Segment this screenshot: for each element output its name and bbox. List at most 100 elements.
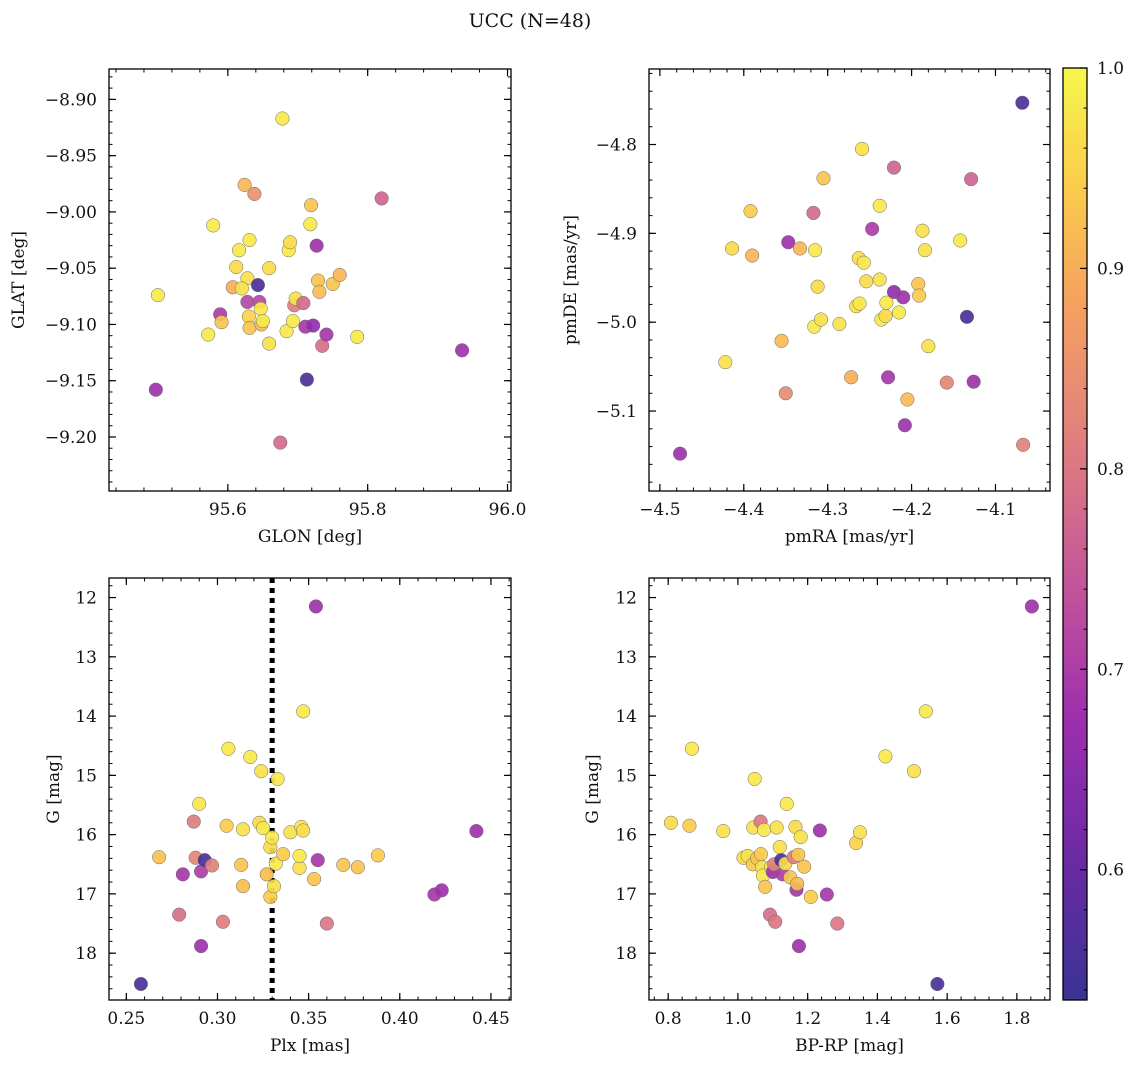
scatter-point: [832, 316, 847, 332]
scatter-point: [878, 749, 893, 764]
scatter-point: [469, 824, 484, 839]
colorbar-tick-label: 0.9: [1097, 259, 1124, 279]
scatter-point: [303, 198, 319, 213]
y-tick-label: 17: [75, 885, 97, 905]
scatter-point: [879, 295, 894, 310]
scatter-point: [912, 288, 927, 303]
x-tick-label: 96.0: [489, 500, 527, 520]
scatter-point: [172, 907, 187, 922]
scatter-point: [672, 446, 688, 461]
scatter-point: [332, 267, 347, 282]
scatter-point: [206, 218, 221, 233]
scatter-point: [255, 314, 270, 329]
colorbar-tick-label: 0.6: [1097, 861, 1124, 881]
x-tick-label: 1.2: [794, 1009, 821, 1029]
scatter-point: [309, 238, 324, 253]
scatter-point: [791, 847, 806, 862]
scatter-point: [276, 847, 291, 862]
scatter-point: [886, 160, 902, 175]
panel-bprp-g: 0.8 1.0 1.2 1.4 1.6 1.8 12 13 14 15 16 17 18 BP-RP [m…: [583, 577, 1051, 1056]
x-tick-label: 1.6: [934, 1009, 961, 1029]
y-tick-label: −9.20: [45, 428, 97, 448]
scatter-point: [310, 853, 325, 868]
panels: 95.6 95.8 96.0 −9.20 −9.15 −9.10 −9.05 −9.00 −8.…: [9, 68, 1051, 1056]
y-tick-label: 12: [615, 589, 637, 609]
scatter-point: [1016, 437, 1031, 452]
y-tick-label: 12: [75, 589, 97, 609]
scatter-point: [374, 191, 389, 206]
y-tick-label: −9.10: [45, 315, 97, 335]
scatter-point: [319, 916, 334, 931]
scatter-point: [772, 840, 787, 855]
scatter-point: [803, 889, 818, 904]
scatter-point: [769, 820, 784, 835]
x-tick-label: 0.45: [472, 1009, 510, 1029]
scatter-point: [891, 305, 907, 320]
scatter-point: [336, 857, 351, 872]
y-axis-label: G [mag]: [44, 754, 64, 823]
scatter-point: [242, 320, 257, 335]
scatter-point: [781, 235, 796, 250]
scatter-point: [806, 205, 821, 220]
scatter-point: [262, 261, 277, 276]
scatter-point: [292, 860, 307, 875]
x-tick-label: 1.8: [1003, 1009, 1030, 1029]
x-tick-label: 95.6: [209, 500, 247, 520]
colorbar-tick-label: 0.8: [1097, 460, 1124, 480]
scatter-point: [265, 830, 280, 845]
y-axis-label: GLAT [deg]: [9, 231, 29, 329]
scatter-point: [797, 859, 812, 874]
scatter-point: [455, 343, 470, 358]
scatter-point: [859, 274, 874, 289]
scatter-point: [231, 243, 247, 258]
scatter-point: [966, 374, 981, 389]
scatter-point: [793, 829, 808, 845]
scatter-point: [247, 186, 262, 201]
y-tick-label: −9.00: [45, 203, 97, 223]
scatter-point: [307, 872, 322, 887]
x-tick-label: 1.4: [864, 1009, 891, 1029]
y-tick-label: 16: [75, 826, 97, 846]
scatter-point: [813, 312, 829, 327]
scatter-point: [906, 764, 922, 779]
x-tick-label: −4.5: [639, 500, 680, 520]
y-tick-label: 15: [75, 766, 97, 786]
scatter-point: [819, 887, 834, 902]
scatter-point: [296, 704, 311, 719]
scatter-point: [262, 336, 277, 351]
scatter-point: [234, 281, 249, 296]
scatter-point: [790, 876, 805, 891]
scatter-point: [148, 382, 163, 397]
scatter-point: [259, 867, 274, 882]
scatter-point: [768, 914, 783, 929]
x-tick-label: −4.1: [975, 500, 1016, 520]
scatter-point: [194, 939, 209, 954]
scatter-point: [253, 301, 268, 316]
scatter-point: [900, 392, 915, 407]
scatter-point: [133, 976, 148, 992]
y-tick-label: −8.90: [45, 90, 97, 110]
scatter-point: [1024, 599, 1039, 614]
scatter-point: [237, 177, 252, 192]
scatter-point: [273, 435, 288, 450]
panel-glon-glat: 95.6 95.8 96.0 −9.20 −9.15 −9.10 −9.05 −9.00 −8.…: [9, 68, 527, 547]
scatter-point: [175, 867, 190, 882]
x-tick-label: −4.2: [891, 500, 932, 520]
y-tick-label: 16: [615, 826, 637, 846]
scatter-point: [830, 916, 845, 931]
panel-plx-g: 0.25 0.30 0.35 0.40 0.45 12 13 14 15 16 17 18 Plx [m…: [44, 577, 512, 1056]
colorbar-gradient: [1062, 67, 1088, 1001]
scatter-point: [285, 314, 300, 329]
scatter-point: [350, 329, 365, 344]
scatter-point: [434, 883, 449, 898]
x-tick-label: −4.4: [723, 500, 764, 520]
scatter-point: [757, 822, 772, 837]
scatter-point: [270, 771, 285, 786]
x-tick-label: 0.30: [199, 1009, 237, 1029]
scatter-point: [296, 823, 311, 838]
scatter-point: [219, 818, 234, 833]
scatter-point: [303, 217, 318, 232]
scatter-point: [939, 375, 954, 390]
